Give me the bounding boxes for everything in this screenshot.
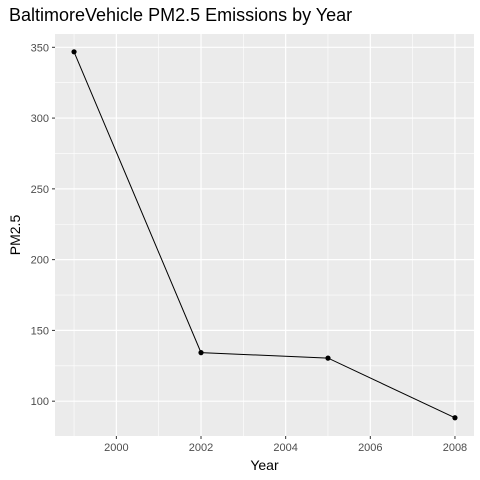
data-point bbox=[71, 49, 77, 55]
y-tick-label: 350 bbox=[31, 42, 49, 54]
data-point bbox=[198, 350, 204, 356]
y-axis-title: PM2.5 bbox=[7, 215, 23, 256]
minor-gridlines bbox=[55, 34, 474, 436]
x-tick-label: 2004 bbox=[273, 442, 297, 454]
y-tick-label: 100 bbox=[31, 396, 49, 408]
plot-panel bbox=[55, 34, 474, 436]
major-gridlines bbox=[55, 34, 474, 436]
x-tick-label: 2008 bbox=[443, 442, 467, 454]
x-axis-title: Year bbox=[250, 457, 279, 473]
x-tick-label: 2002 bbox=[189, 442, 213, 454]
y-tick-label: 150 bbox=[31, 325, 49, 337]
series-line bbox=[73, 51, 456, 419]
y-axis-tick-labels: 100 150 200 250 300 350 bbox=[31, 42, 49, 408]
data-series bbox=[71, 49, 458, 421]
chart-title: BaltimoreVehicle PM2.5 Emissions by Year bbox=[9, 5, 353, 25]
y-tick-label: 250 bbox=[31, 184, 49, 196]
data-point bbox=[452, 415, 458, 421]
x-tick-label: 2006 bbox=[358, 442, 382, 454]
data-point bbox=[325, 355, 331, 361]
axis-ticks bbox=[52, 46, 456, 439]
y-tick-label: 200 bbox=[31, 255, 49, 267]
y-tick-label: 300 bbox=[31, 113, 49, 125]
x-axis-tick-labels: 2000 2002 2004 2006 2008 bbox=[104, 442, 467, 454]
x-tick-label: 2000 bbox=[104, 442, 128, 454]
